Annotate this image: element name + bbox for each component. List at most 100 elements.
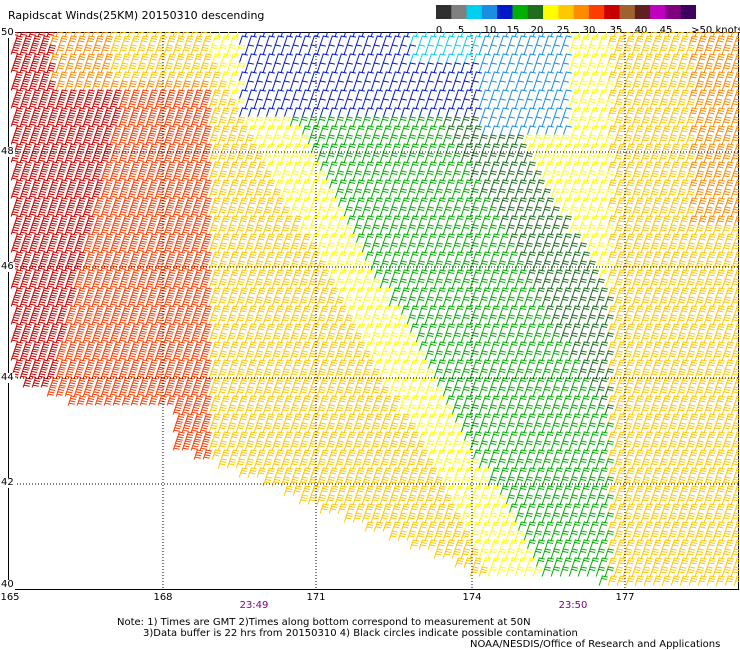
wind-barb [586,152,596,163]
wind-barb [568,494,578,505]
wind-barb [667,566,677,577]
wind-barb [127,134,137,145]
wind-barb [343,458,353,469]
wind-barb [463,449,473,460]
wind-barb [244,314,254,325]
wind-barb [154,260,164,271]
wind-barb [361,152,371,163]
wind-barb [712,134,722,145]
wind-barb [418,287,428,298]
wind-barb [649,98,659,109]
wind-barb [382,503,392,514]
wind-barb [418,521,428,532]
wind-barb [370,368,380,379]
wind-barb [325,170,335,181]
wind-barb [676,98,686,109]
wind-barb [721,494,731,505]
wind-barb [634,377,644,388]
wind-barb [694,242,704,253]
wind-barb [298,98,308,109]
latitude-label: 46 [0,262,15,272]
wind-barb [328,359,338,370]
wind-barb [55,260,65,271]
wind-barb [676,188,686,199]
wind-barb [478,350,488,361]
wind-barb [100,242,110,253]
wind-barb [622,530,632,541]
wind-barb [22,323,32,334]
wind-barb [103,233,113,244]
wind-barb [508,539,518,550]
wind-barb [451,278,461,289]
wind-barb [271,152,281,163]
wind-barb [184,341,194,352]
wind-barb [508,107,518,118]
wind-barb [31,179,41,190]
wind-barb [589,467,599,478]
wind-barb [469,152,479,163]
wind-barb [487,440,497,451]
wind-barb [640,188,650,199]
wind-barb [613,422,623,433]
wind-barb [193,71,203,82]
wind-barb [346,323,356,334]
wind-barb [337,431,347,442]
wind-barb [352,476,362,487]
wind-barb [244,386,254,397]
wind-barb [460,404,470,415]
wind-barb [271,44,281,55]
wind-barb [85,233,95,244]
wind-barb [325,260,335,271]
wind-barb [676,260,686,271]
wind-barb [658,116,668,127]
wind-barb [325,476,335,487]
wind-barb [460,440,470,451]
wind-barb [733,305,739,316]
wind-barb [559,44,569,55]
scale-swatch [466,5,483,19]
wind-barb [175,413,185,424]
wind-barb [505,116,515,127]
scale-swatch [436,5,452,19]
wind-barb [595,458,605,469]
wind-barb [595,62,605,73]
wind-barb [379,278,389,289]
wind-barb [688,359,698,370]
wind-barb [715,53,725,64]
wind-barb [604,260,614,271]
wind-barb [496,314,506,325]
wind-barb [544,143,554,154]
wind-barb [433,242,443,253]
wind-barb [298,224,308,235]
wind-barb [235,98,245,109]
wind-barb [613,386,623,397]
wind-barb [121,395,131,406]
wind-barb [76,287,86,298]
wind-barb [397,530,407,541]
wind-barb [568,206,578,217]
wind-barb [352,152,362,163]
wind-barb [607,377,617,388]
wind-barb [676,350,686,361]
wind-barb [229,233,239,244]
wind-barb [505,98,515,109]
wind-barb [409,125,419,136]
scale-label: >50 knots [691,25,740,36]
wind-barb [247,179,257,190]
wind-barb [91,62,101,73]
wind-barb [91,386,101,397]
wind-barb [163,206,173,217]
wind-barb [733,341,739,352]
wind-barb [406,368,416,379]
wind-barb [703,62,713,73]
wind-barb [94,53,104,64]
wind-barb [499,215,509,226]
wind-barb [76,251,86,262]
wind-barb [373,485,383,496]
wind-barb [544,323,554,334]
wind-barb [685,260,695,271]
wind-barb [136,134,146,145]
wind-barb [334,350,344,361]
wind-barb [508,305,518,316]
wind-barb [676,206,686,217]
